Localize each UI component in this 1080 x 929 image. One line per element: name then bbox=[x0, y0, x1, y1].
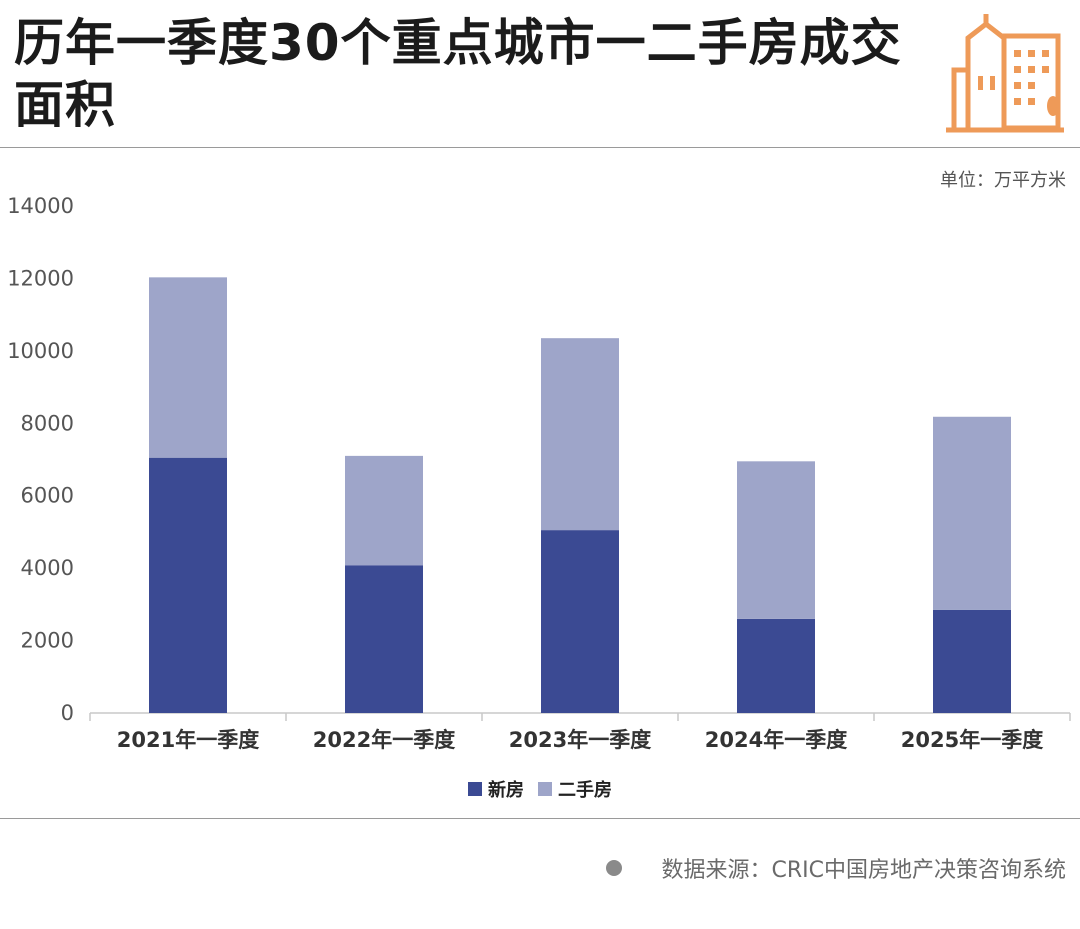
legend-label-second-hand: 二手房 bbox=[558, 780, 612, 801]
source-text: 数据来源：CRIC中国房地产决策咨询系统 bbox=[661, 858, 1067, 883]
bar-segment-new-house bbox=[737, 618, 815, 713]
stacked-bar-chart: 0 2000 4000 6000 8000 10000 12000 14000 2021年一季度… bbox=[7, 194, 1071, 752]
header-divider bbox=[0, 147, 1080, 148]
chart-legend: 新房 二手房 bbox=[0, 776, 1080, 802]
bar-segment-second-hand bbox=[149, 277, 227, 458]
footer-divider bbox=[0, 818, 1080, 819]
source-note: 数据来源：CRIC中国房地产决策咨询系统 bbox=[605, 852, 1067, 884]
bar-segment-second-hand bbox=[345, 455, 423, 566]
page-title: 历年一季度30个重点城市一二手房成交面积 bbox=[14, 14, 902, 134]
y-tick-label: 12000 bbox=[7, 266, 74, 290]
legend-swatch-second-hand bbox=[538, 782, 552, 796]
bullet-dot-icon bbox=[605, 860, 622, 876]
legend-swatch-new-house bbox=[468, 782, 482, 796]
legend-item-new-house: 新房 bbox=[468, 776, 524, 802]
y-tick-label: 0 bbox=[61, 701, 74, 725]
bar-segment-new-house bbox=[149, 457, 227, 713]
y-tick-label: 2000 bbox=[21, 629, 74, 653]
bar-segment-second-hand bbox=[737, 461, 815, 619]
y-tick-label: 4000 bbox=[21, 556, 74, 580]
legend-label-new-house: 新房 bbox=[488, 780, 524, 801]
x-tick-label: 2025年一季度 bbox=[901, 728, 1043, 752]
x-tick-label: 2022年一季度 bbox=[313, 728, 455, 752]
y-tick-label: 8000 bbox=[21, 411, 74, 435]
x-tick-label: 2023年一季度 bbox=[509, 728, 651, 752]
city-buildings-icon bbox=[946, 14, 1064, 133]
y-tick-label: 14000 bbox=[7, 194, 74, 218]
y-tick-label: 6000 bbox=[21, 484, 74, 508]
unit-label: 单位：万平方米 bbox=[940, 170, 1066, 191]
bar-segment-new-house bbox=[345, 565, 423, 713]
x-tick-label: 2024年一季度 bbox=[705, 728, 847, 752]
bar-segment-new-house bbox=[933, 609, 1011, 713]
y-tick-label: 10000 bbox=[7, 339, 74, 363]
x-tick-label: 2021年一季度 bbox=[117, 728, 259, 752]
bar-segment-second-hand bbox=[933, 416, 1011, 610]
bar-segment-new-house bbox=[541, 530, 619, 713]
legend-item-second-hand: 二手房 bbox=[538, 776, 612, 802]
bar-segment-second-hand bbox=[541, 338, 619, 531]
